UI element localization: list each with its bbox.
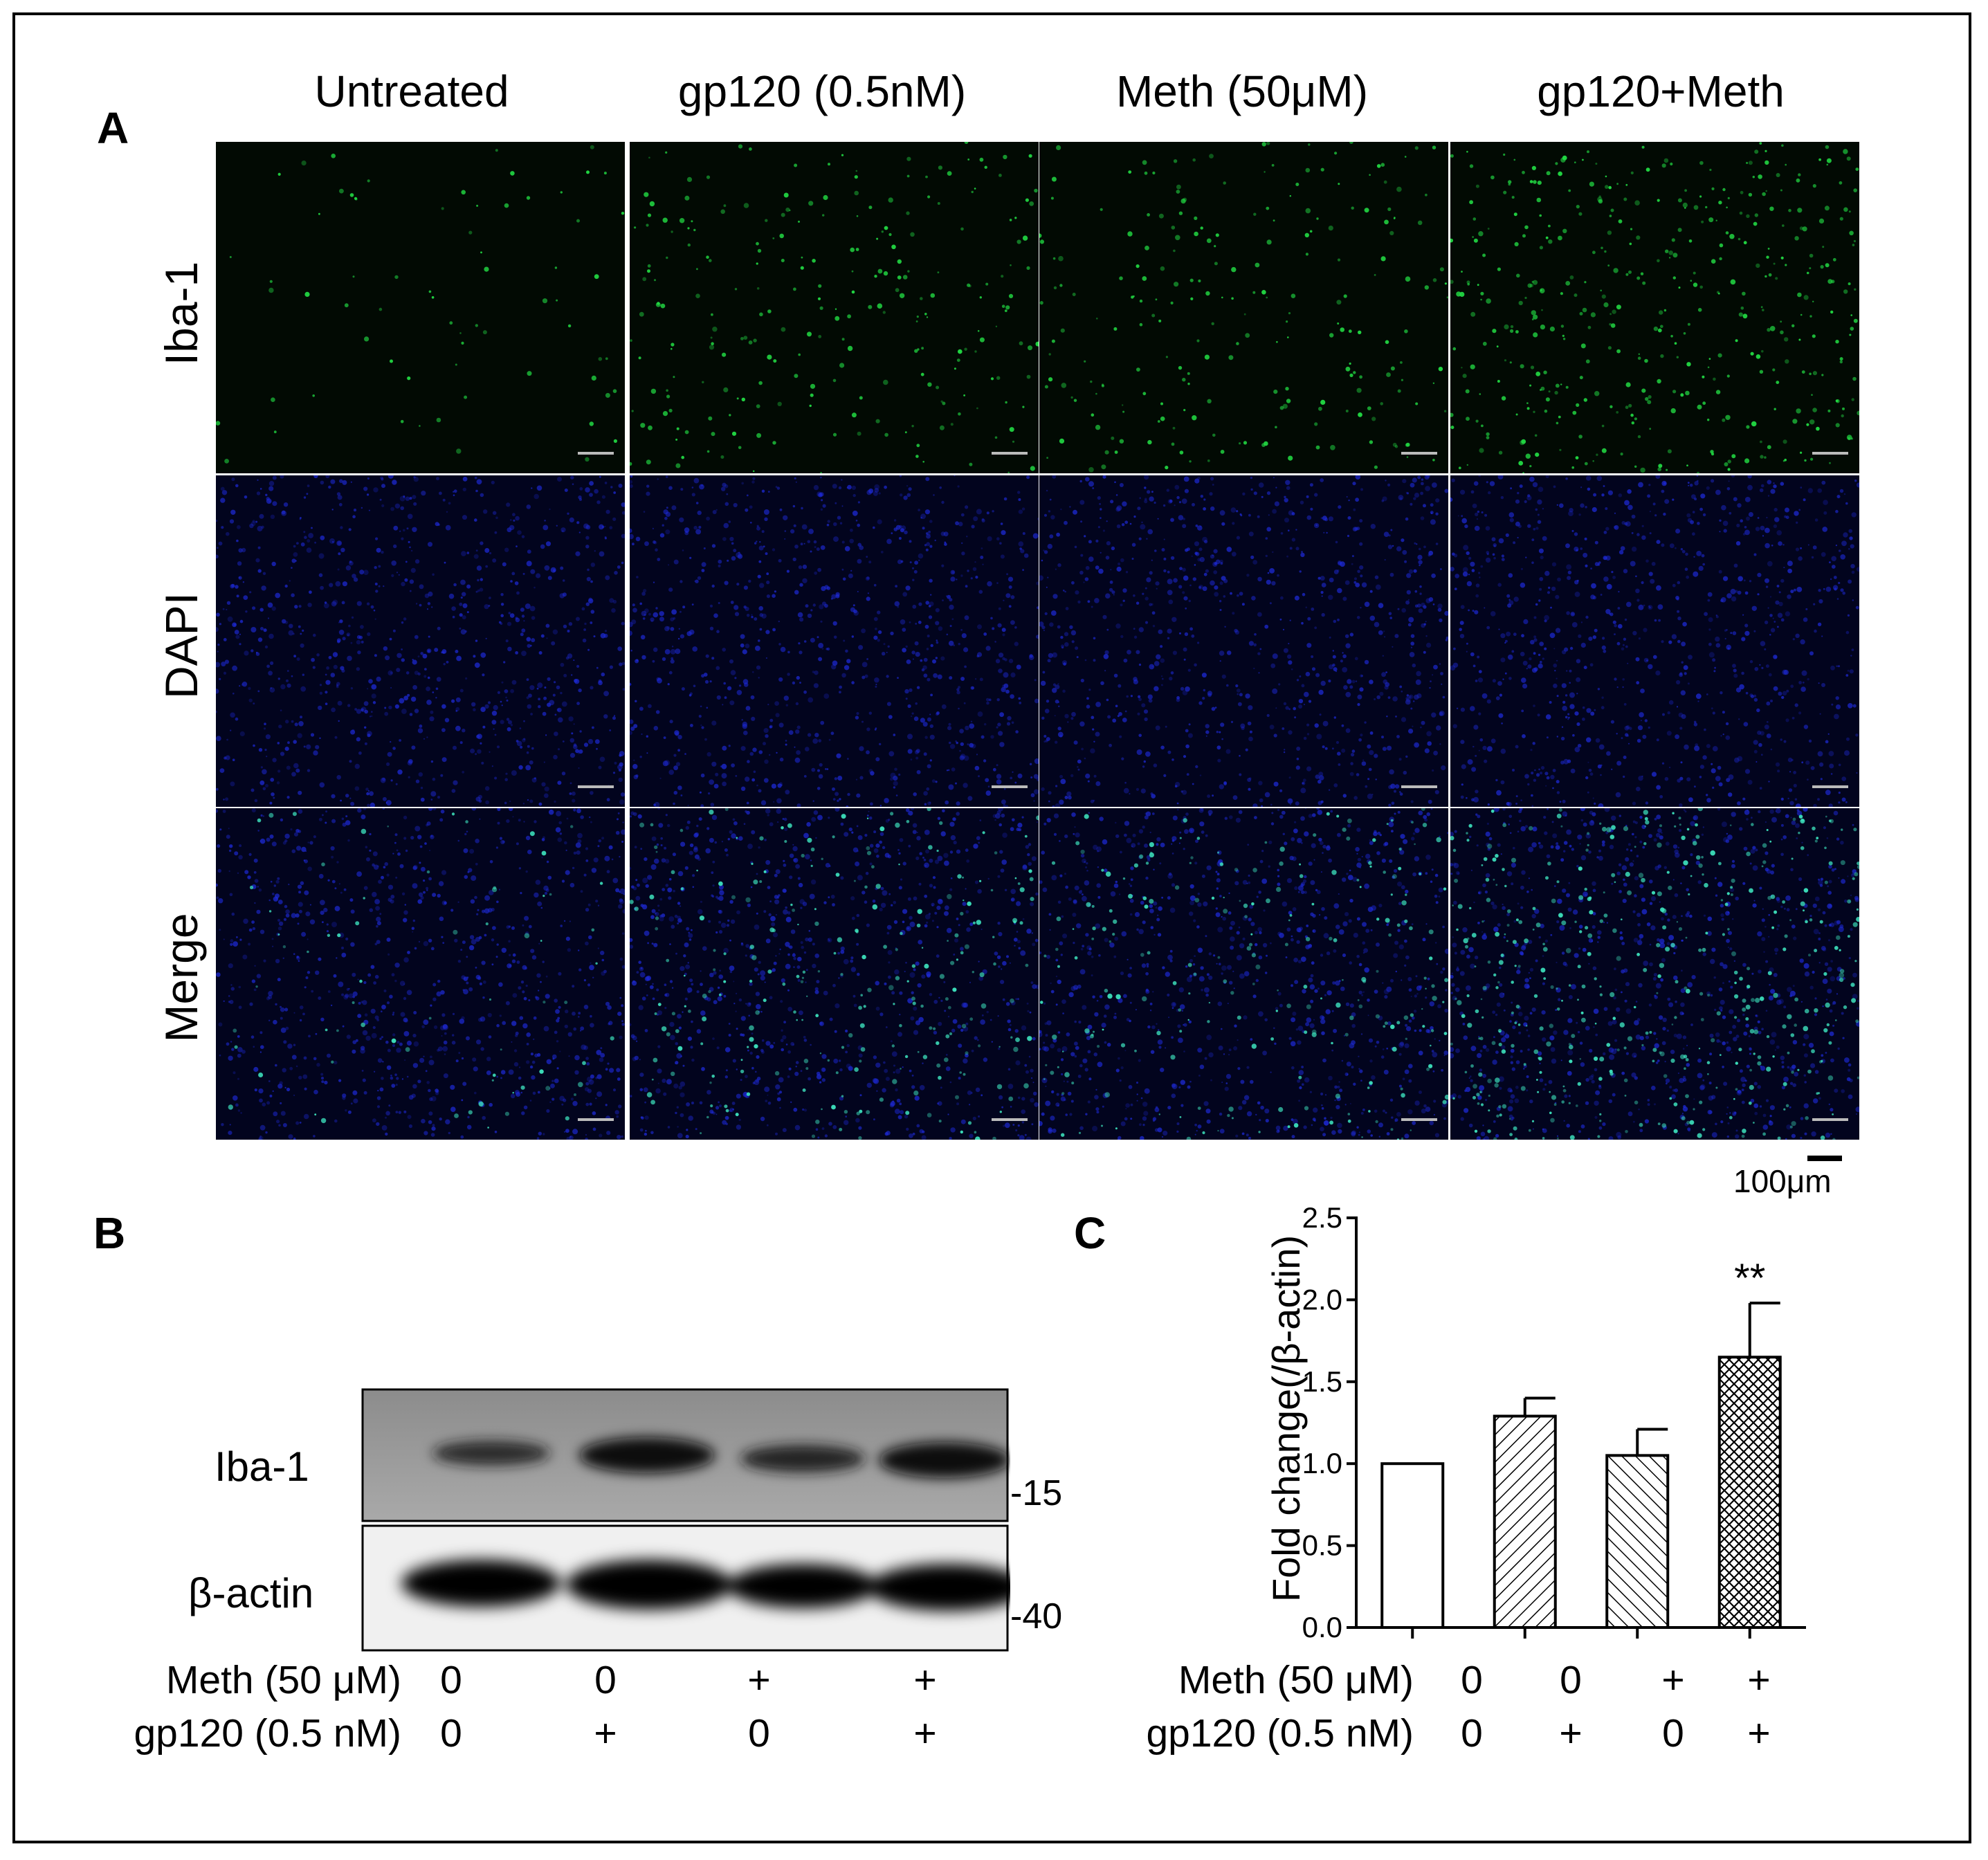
micrograph-scale-bar (1401, 1118, 1437, 1121)
panel-b-gp120-lane4: + (913, 1711, 937, 1756)
panel-c-gp120-label: gp120 (0.5 nM) (1146, 1711, 1414, 1756)
column-header-gp120-meth: gp120+Meth (1537, 66, 1785, 116)
y-tick-label: 2.0 (1302, 1283, 1342, 1315)
scale-bar-label: 100μm (1733, 1163, 1832, 1199)
micrograph-scale-bar (992, 1118, 1028, 1121)
micrograph-merge-3 (1039, 808, 1448, 1140)
panel-b-meth-lane3: + (747, 1658, 771, 1702)
iba1-band-4 (879, 1442, 1010, 1478)
panel-c-letter: C (1074, 1208, 1106, 1258)
panel-c-meth-col4: + (1747, 1658, 1771, 1702)
marker-40kda: -40 (1010, 1596, 1063, 1636)
y-axis-label: Fold change(/β-actin) (1264, 1235, 1308, 1602)
panel-c-gp120-col2: + (1559, 1711, 1583, 1756)
micrograph-merge-4 (1450, 808, 1859, 1140)
panel-b-meth-lane1: 0 (440, 1658, 462, 1702)
significance-marker: ** (1734, 1256, 1765, 1301)
row-header-dapi: DAPI (156, 592, 207, 700)
panel-b-meth-lane4: + (913, 1658, 937, 1702)
iba1-band-1 (432, 1441, 550, 1466)
micrograph-scale-bar (578, 785, 614, 788)
panel-c-gp120-col4: + (1747, 1711, 1771, 1756)
panel-b-gp120-lane3: 0 (748, 1711, 770, 1756)
micrograph-iba-1-3 (1039, 142, 1448, 473)
y-tick-label: 1.5 (1302, 1365, 1342, 1398)
micrograph-scale-bar (1812, 785, 1848, 788)
panel-a-letter: A (97, 103, 129, 153)
panel-b-gp120-label: gp120 (0.5 nM) (134, 1711, 401, 1756)
actin-band-4 (868, 1564, 1010, 1611)
micrograph-scale-bar (1401, 785, 1437, 788)
panel-c-meth-col2: 0 (1560, 1658, 1582, 1702)
panel-b-gp120-lane2: + (594, 1711, 617, 1756)
iba1-band-2 (579, 1437, 715, 1473)
panel-b-meth-label: Meth (50 μM) (165, 1658, 401, 1702)
micrograph-iba-1-2 (630, 142, 1039, 473)
micrograph-dapi-3 (1039, 475, 1448, 807)
micrograph-iba-1-4 (1450, 142, 1859, 473)
micrograph-scale-bar (1812, 1118, 1848, 1121)
panel-c-meth-col1: 0 (1461, 1658, 1483, 1702)
column-header-gp120: gp120 (0.5nM) (677, 66, 967, 116)
western-blot (361, 1388, 1010, 1652)
panel-b-meth-lane2: 0 (594, 1658, 617, 1702)
scale-bar (1807, 1156, 1842, 1161)
micrograph-scale-bar (578, 1118, 614, 1121)
micrograph-scale-bar (1401, 452, 1437, 455)
actin-band-2 (566, 1560, 732, 1610)
actin-band-1 (401, 1560, 560, 1607)
bar-2 (1493, 1414, 1557, 1629)
panel-c-meth-label: Meth (50 μM) (1178, 1658, 1414, 1702)
panel-c-meth-col3: + (1661, 1658, 1685, 1702)
micrograph-dapi-1 (216, 475, 625, 807)
bar-3 (1605, 1454, 1670, 1629)
actin-band-3 (728, 1564, 877, 1608)
micrograph-dapi-4 (1450, 475, 1859, 807)
bar-4 (1717, 1356, 1782, 1629)
micrograph-scale-bar (992, 785, 1028, 788)
column-header-meth: Meth (50μM) (1115, 66, 1369, 116)
row-header-merge: Merge (156, 913, 207, 1043)
micrograph-dapi-2 (630, 475, 1039, 807)
micrograph-merge-1 (216, 808, 625, 1140)
y-tick-label: 0.0 (1302, 1611, 1342, 1643)
bar-chart: Fold change(/β-actin) 0.0 0.5 1.0 1.5 2.0 2.5… (1264, 1201, 1806, 1643)
panel-b-gp120-lane1: 0 (440, 1711, 462, 1756)
figure-frame (12, 12, 1971, 1843)
panel-b-letter: B (93, 1208, 126, 1258)
panel-c-gp120-col1: 0 (1461, 1711, 1483, 1756)
blot-label-actin: β-actin (188, 1570, 314, 1616)
micrograph-scale-bar (578, 452, 614, 455)
micrograph-scale-bar (992, 452, 1028, 455)
bar-1 (1380, 1462, 1445, 1630)
y-tick-label: 0.5 (1302, 1529, 1342, 1562)
micrograph-merge-2 (630, 808, 1039, 1140)
blot-label-iba1: Iba-1 (215, 1443, 309, 1490)
micrograph-scale-bar (1812, 452, 1848, 455)
panel-c-gp120-col3: 0 (1662, 1711, 1684, 1756)
column-header-untreated: Untreated (314, 66, 509, 116)
iba1-band-3 (740, 1445, 865, 1472)
row-header-iba1: Iba-1 (156, 261, 207, 366)
marker-15kda: -15 (1010, 1473, 1063, 1513)
y-tick-label: 2.5 (1302, 1201, 1342, 1234)
y-tick-label: 1.0 (1302, 1447, 1342, 1479)
micrograph-iba-1-1 (216, 142, 625, 473)
